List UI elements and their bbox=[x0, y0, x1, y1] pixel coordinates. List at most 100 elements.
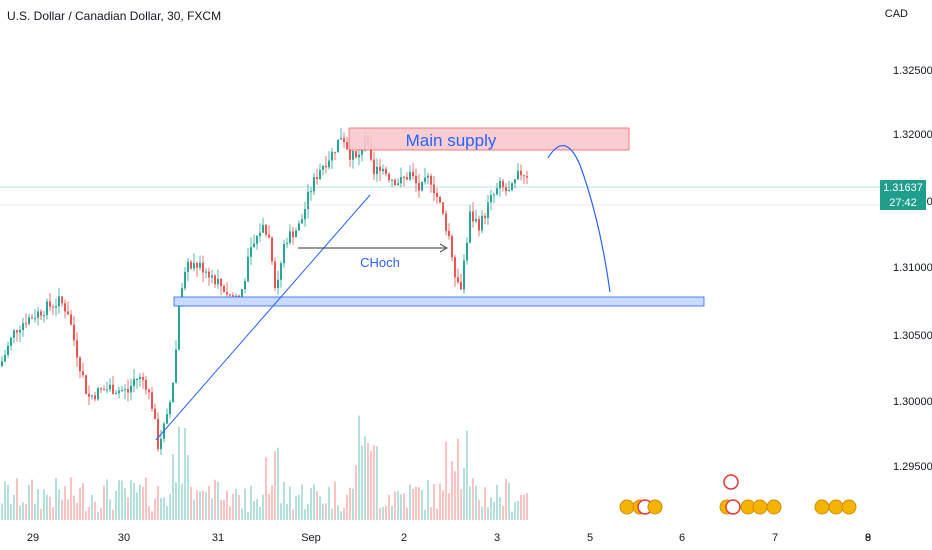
candle-body bbox=[460, 282, 462, 289]
candle-body bbox=[88, 394, 90, 397]
volume-bar bbox=[262, 495, 264, 520]
candle-body bbox=[304, 209, 306, 219]
chart-title: U.S. Dollar / Canadian Dollar, 30, FXCM bbox=[7, 9, 221, 23]
volume-bar bbox=[235, 489, 237, 520]
us-flag-event-icon[interactable] bbox=[753, 500, 767, 514]
volume-bar bbox=[514, 502, 516, 520]
y-tick-label: 1.30500 bbox=[893, 330, 932, 342]
candle-body bbox=[352, 151, 354, 160]
volume-bar bbox=[241, 509, 243, 520]
volume-bar bbox=[238, 495, 240, 520]
candle-body bbox=[340, 138, 342, 139]
volume-bar bbox=[448, 493, 450, 520]
candle-body bbox=[166, 414, 168, 423]
volume-bar bbox=[403, 493, 405, 520]
volume-bar bbox=[436, 509, 438, 520]
volume-bar bbox=[154, 498, 156, 520]
candle-body bbox=[211, 275, 213, 277]
candle-body bbox=[235, 296, 237, 297]
candle-body bbox=[394, 180, 396, 185]
x-tick-label: 30 bbox=[118, 532, 130, 544]
candle-body bbox=[349, 149, 351, 159]
volume-bar bbox=[388, 495, 390, 520]
volume-bar bbox=[193, 500, 195, 520]
volume-bar bbox=[259, 507, 261, 520]
candle-body bbox=[217, 279, 219, 284]
volume-bar bbox=[169, 494, 171, 520]
us-flag-event-icon[interactable] bbox=[842, 500, 856, 514]
volume-bar bbox=[139, 485, 141, 520]
volume-bar bbox=[256, 499, 258, 520]
volume-bar bbox=[37, 489, 39, 520]
candle-body bbox=[388, 174, 390, 180]
candle-body bbox=[373, 160, 375, 175]
candle-body bbox=[469, 212, 471, 243]
volume-bar bbox=[280, 503, 282, 520]
us-flag-event-icon[interactable] bbox=[620, 500, 634, 514]
volume-bar bbox=[274, 451, 276, 520]
canada-flag-event-icon[interactable] bbox=[724, 475, 738, 489]
candle-body bbox=[157, 419, 159, 449]
volume-bar bbox=[415, 487, 417, 520]
volume-bar bbox=[343, 508, 345, 520]
volume-bar bbox=[175, 482, 177, 520]
candle-body bbox=[283, 244, 285, 263]
candle-body bbox=[151, 392, 153, 408]
candle-body bbox=[37, 311, 39, 317]
volume-bar bbox=[505, 479, 507, 520]
volume-bar bbox=[484, 487, 486, 520]
candle-body bbox=[391, 180, 393, 181]
volume-bar bbox=[520, 495, 522, 520]
candle-body bbox=[148, 390, 150, 393]
volume-bar bbox=[457, 439, 459, 520]
candle-body bbox=[325, 166, 327, 167]
volume-bar bbox=[451, 461, 453, 520]
candle-body bbox=[274, 262, 276, 288]
volume-bar bbox=[325, 503, 327, 520]
us-flag-event-icon[interactable] bbox=[815, 500, 829, 514]
canada-flag-event-icon[interactable] bbox=[726, 500, 740, 514]
volume-bar bbox=[502, 506, 504, 520]
candle-body bbox=[271, 238, 273, 262]
candle-body bbox=[319, 170, 321, 179]
candle-body bbox=[517, 171, 519, 180]
volume-bar bbox=[406, 508, 408, 520]
x-tick-label: 29 bbox=[27, 532, 39, 544]
volume-bar bbox=[481, 507, 483, 520]
candle-body bbox=[19, 330, 21, 332]
volume-bar bbox=[28, 485, 30, 520]
volume-bar bbox=[418, 487, 420, 520]
candle-body bbox=[406, 177, 408, 179]
candle-body bbox=[265, 225, 267, 235]
candle-body bbox=[289, 231, 291, 243]
candle-body bbox=[478, 219, 480, 230]
candle-body bbox=[316, 177, 318, 179]
volume-bar bbox=[13, 495, 15, 520]
volume-bar bbox=[319, 496, 321, 520]
volume-bar bbox=[346, 495, 348, 520]
candle-body bbox=[475, 219, 477, 221]
candle-body bbox=[109, 385, 111, 390]
volume-bar bbox=[94, 502, 96, 520]
volume-bar bbox=[466, 431, 468, 520]
candle-body bbox=[196, 263, 198, 268]
volume-bar bbox=[151, 511, 153, 520]
volume-bar bbox=[361, 446, 363, 520]
us-flag-event-icon[interactable] bbox=[767, 500, 781, 514]
candle-body bbox=[430, 176, 432, 185]
candle-body bbox=[286, 243, 288, 244]
demand-zone[interactable] bbox=[174, 297, 704, 306]
volume-bar bbox=[310, 488, 312, 520]
us-flag-event-icon[interactable] bbox=[648, 500, 662, 514]
y-tick-label: 1.30000 bbox=[893, 396, 932, 408]
candle-body bbox=[118, 391, 120, 394]
us-flag-event-icon[interactable] bbox=[829, 500, 843, 514]
candle-body bbox=[160, 439, 162, 449]
volume-bar bbox=[217, 482, 219, 520]
volume-bar bbox=[220, 500, 222, 520]
volume-bar bbox=[379, 508, 381, 520]
candle-body bbox=[463, 261, 465, 290]
candle-body bbox=[100, 388, 102, 389]
candle-body bbox=[448, 231, 450, 236]
